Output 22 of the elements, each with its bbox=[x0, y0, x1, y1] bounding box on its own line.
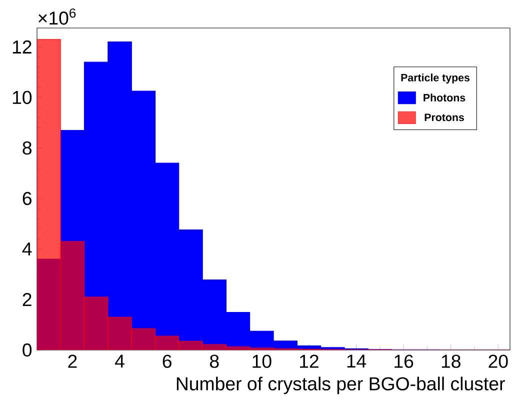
y-tick-label: 8 bbox=[22, 141, 32, 155]
x-tick-label: 16 bbox=[394, 354, 414, 368]
y-tick-label: 6 bbox=[22, 192, 32, 206]
x-tick-label: 14 bbox=[347, 354, 366, 368]
x-tick-label: 10 bbox=[252, 354, 272, 368]
x-axis-title: Number of crystals per BGO-ball cluster bbox=[176, 376, 505, 394]
x-tick-label: 2 bbox=[68, 354, 77, 368]
legend-label: Photons bbox=[424, 94, 466, 102]
legend-label: Protons bbox=[424, 114, 464, 122]
x-tick-label: 20 bbox=[488, 354, 508, 368]
y-tick-label: 12 bbox=[12, 40, 32, 54]
x-tick-label: 6 bbox=[162, 354, 172, 368]
y-tick-label: 10 bbox=[12, 90, 32, 104]
text: ×10$^{6}$ bbox=[38, 8, 76, 25]
x-tick-label: 18 bbox=[442, 354, 460, 368]
x-tick-label: 12 bbox=[300, 354, 318, 368]
y-tick-label: 0 bbox=[22, 343, 32, 357]
y-tick-label: 4 bbox=[22, 242, 32, 256]
x-tick-label: 4 bbox=[115, 354, 124, 368]
y-tick-label: 2 bbox=[22, 292, 32, 306]
x-tick-label: 8 bbox=[210, 354, 219, 368]
legend-title: Particle types bbox=[401, 74, 470, 84]
